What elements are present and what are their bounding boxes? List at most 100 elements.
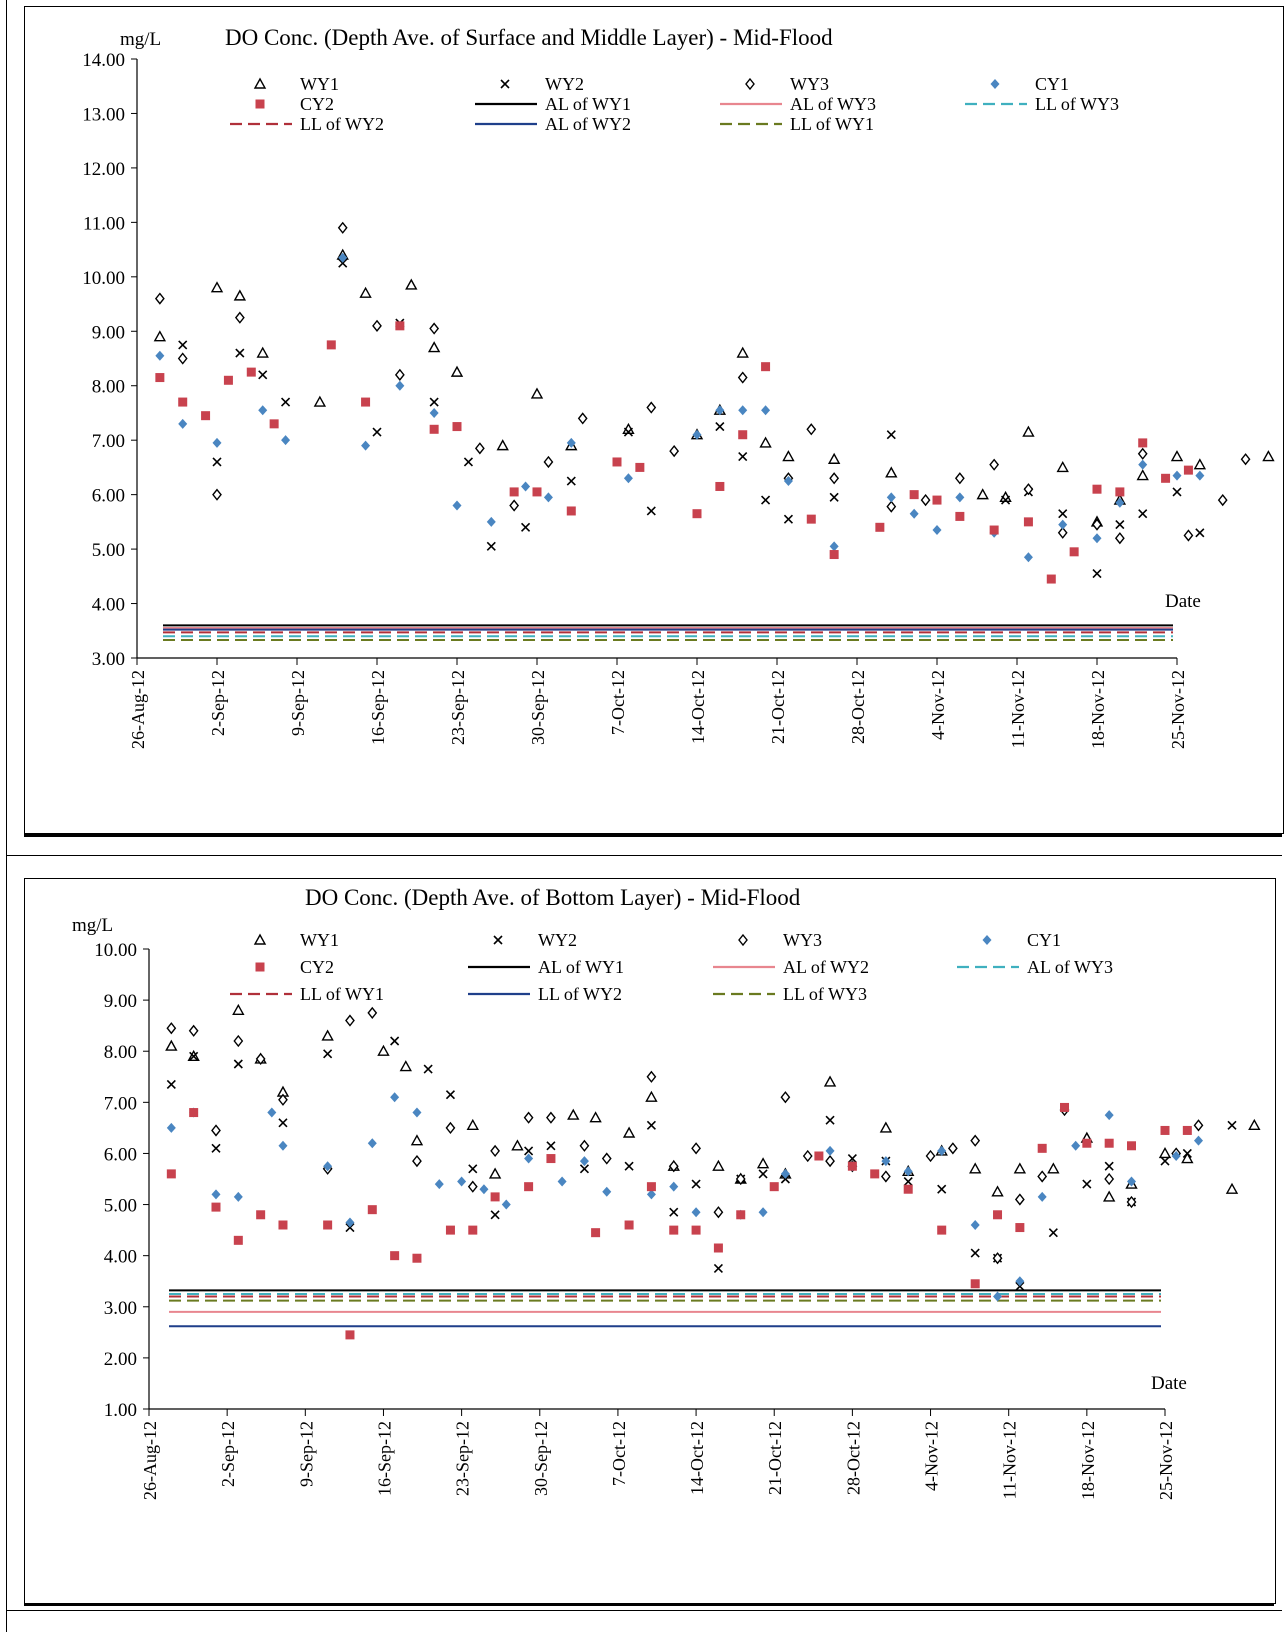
divider-rule-bottom — [24, 1603, 1274, 1606]
chart-title: DO Conc. (Depth Ave. of Surface and Midd… — [225, 25, 833, 50]
point-wy2-b — [825, 1115, 835, 1125]
point-cy1 — [278, 1140, 288, 1151]
legend-item: AL of WY3 — [720, 94, 876, 114]
point-wy1 — [1248, 1118, 1261, 1131]
point-wy2 — [278, 1118, 288, 1128]
point-wy2-b — [1160, 1156, 1170, 1166]
point-wy1 — [1181, 1152, 1194, 1164]
point-wy2 — [486, 541, 496, 551]
point-wy1 — [622, 1126, 636, 1138]
point-wy2-b — [189, 1051, 199, 1061]
point-wy3 — [1057, 526, 1068, 539]
point-wy3 — [490, 1144, 501, 1158]
point-wy3 — [211, 1124, 221, 1137]
legend-item: WY1 — [253, 930, 339, 950]
point-wy1 — [488, 1167, 502, 1179]
y-tick-label: 5.00 — [92, 540, 125, 561]
y-tick-label: 7.00 — [92, 431, 125, 452]
y-tick-label: 10.00 — [94, 940, 137, 961]
point-cy1 — [557, 1176, 567, 1187]
point-cy1 — [1138, 459, 1148, 470]
point-wy2-b — [281, 397, 291, 407]
point-wy1 — [712, 1159, 725, 1171]
point-cy1 — [1127, 1176, 1137, 1187]
point-wy1 — [187, 1049, 200, 1062]
x-tick-label: 21-Oct-12 — [768, 670, 788, 744]
x-tick-label: 7-Oct-12 — [608, 670, 628, 735]
point-cy1 — [233, 1191, 243, 1202]
point-cy1 — [1172, 470, 1182, 481]
point-wy1 — [410, 1134, 424, 1146]
point-cy1 — [691, 1207, 701, 1218]
point-wy2 — [758, 1169, 768, 1179]
point-wy2 — [233, 1059, 243, 1069]
point-wy1 — [165, 1039, 178, 1051]
point-cy2 — [452, 422, 462, 432]
legend-label: CY2 — [300, 94, 334, 114]
point-cy2 — [1015, 1223, 1025, 1233]
x-tick-label: 2-Sep-12 — [208, 670, 228, 736]
point-cy1 — [457, 1176, 467, 1187]
point-wy2 — [1227, 1120, 1237, 1130]
point-wy3 — [669, 444, 680, 458]
point-cy2 — [1115, 487, 1125, 497]
point-wy2-b — [715, 422, 725, 432]
y-tick-label: 9.00 — [104, 991, 137, 1012]
point-wy1 — [321, 1029, 334, 1041]
x-tick-label: 11-Nov-12 — [1008, 670, 1028, 748]
point-cy2 — [1023, 517, 1033, 527]
legend-item: CY1 — [982, 930, 1061, 950]
point-cy2 — [736, 1210, 746, 1220]
point-wy2-b — [646, 1120, 656, 1130]
x-tick-label: 28-Oct-12 — [843, 1421, 863, 1495]
legend-marker — [255, 99, 265, 109]
point-wy1 — [1193, 458, 1207, 470]
x-tick-label: 28-Oct-12 — [848, 670, 868, 744]
point-wy2 — [423, 1064, 433, 1074]
point-cy2 — [970, 1279, 980, 1289]
point-cy2 — [509, 487, 519, 497]
series-wy3 — [154, 221, 1251, 545]
point-cy2 — [412, 1253, 422, 1263]
point-cy1 — [1171, 1151, 1181, 1161]
point-cy1 — [412, 1107, 422, 1118]
x-tick-label: 25-Nov-12 — [1156, 1421, 1176, 1500]
point-wy3 — [989, 458, 1000, 471]
series-wy3 — [166, 1006, 1204, 1265]
point-wy2 — [1082, 1179, 1092, 1189]
y-tick-label: 3.00 — [92, 649, 125, 670]
y-tick-label: 1.00 — [104, 1400, 137, 1421]
point-cy1 — [479, 1184, 489, 1195]
point-wy3 — [947, 1142, 958, 1155]
point-wy2-b — [323, 1049, 333, 1059]
point-wy2-b — [623, 427, 633, 437]
series-cy1 — [166, 1092, 1203, 1302]
point-wy3 — [646, 1070, 657, 1083]
point-cy2 — [566, 506, 576, 516]
point-wy2-b — [829, 492, 839, 502]
point-cy1 — [178, 418, 188, 429]
point-cy1 — [903, 1166, 913, 1177]
point-wy2 — [521, 522, 531, 532]
point-cy2 — [1138, 438, 1148, 448]
point-wy3 — [691, 1142, 701, 1155]
point-wy2-b — [423, 1064, 433, 1074]
point-cy1 — [323, 1161, 333, 1172]
point-cy1 — [758, 1207, 768, 1218]
point-cy2 — [646, 1182, 656, 1192]
point-wy3 — [1183, 529, 1194, 542]
point-cy2 — [909, 490, 919, 500]
point-cy1 — [390, 1092, 400, 1103]
point-cy1 — [1037, 1191, 1047, 1202]
point-wy3 — [713, 1206, 724, 1219]
point-cy2 — [1069, 547, 1079, 557]
point-wy3 — [1240, 453, 1251, 466]
point-cy2 — [612, 457, 622, 467]
point-wy2-b — [970, 1248, 980, 1258]
point-wy2 — [780, 1174, 790, 1184]
point-wy2-b — [1058, 509, 1068, 519]
point-wy2 — [166, 1079, 176, 1090]
point-wy2-b — [780, 1174, 790, 1184]
point-wy2 — [235, 348, 245, 358]
point-wy2-b — [1172, 487, 1182, 497]
